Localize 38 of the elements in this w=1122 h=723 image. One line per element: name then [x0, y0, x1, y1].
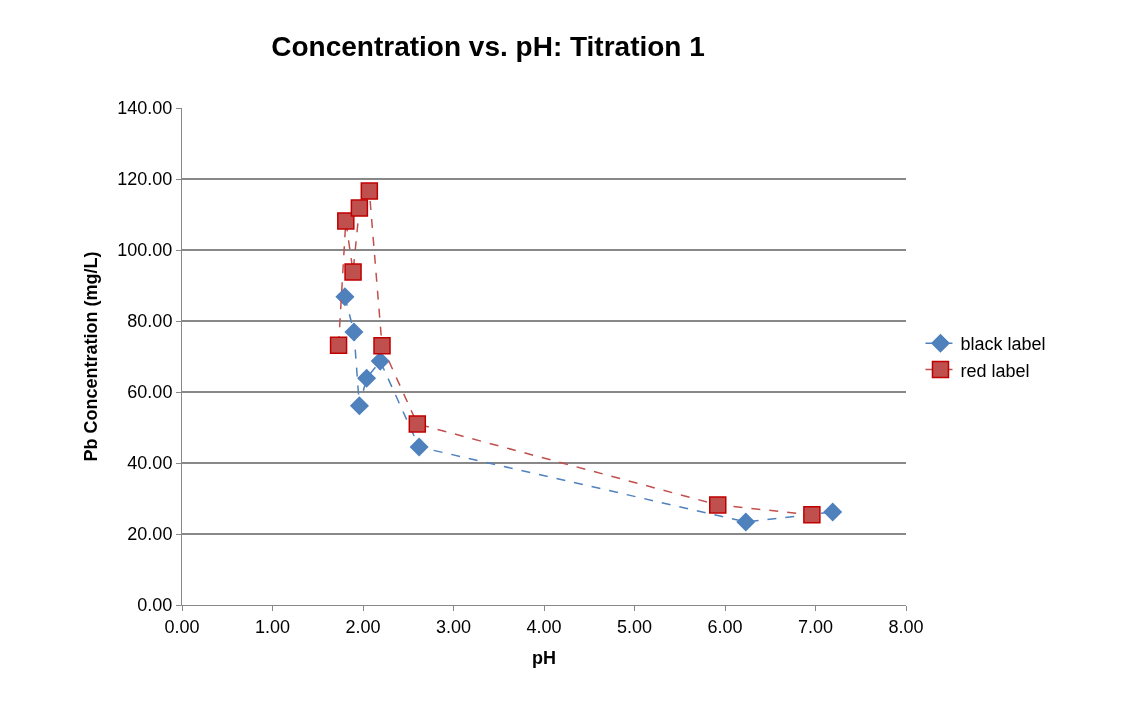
x-tick-label: 7.00 [797, 616, 834, 637]
point [335, 287, 355, 307]
point [344, 322, 364, 342]
point [329, 336, 348, 354]
x-tick-label: 0.00 [164, 616, 200, 637]
point [408, 415, 427, 433]
x-axis-title: pH [532, 647, 556, 668]
x-tick-label: 8.00 [888, 616, 924, 637]
point [803, 506, 821, 524]
x-tick-label: 1.00 [254, 616, 291, 637]
y-tick-label: 100.00 [117, 240, 173, 261]
y-tick-label: 20.00 [127, 524, 173, 545]
legend-label: black label [960, 334, 1046, 355]
y-tick-label: 80.00 [127, 311, 173, 332]
x-tick-label: 2.00 [345, 616, 381, 637]
y-tick-label: 140.00 [117, 98, 173, 119]
point [373, 337, 391, 355]
y-tick-label: 40.00 [127, 453, 173, 474]
y-axis-title: Pb Concentration (mg/L) [80, 251, 101, 462]
x-tick-label: 6.00 [707, 616, 743, 637]
x-tick-label: 5.00 [616, 616, 653, 637]
point [709, 496, 727, 514]
y-tick-label: 60.00 [127, 382, 173, 403]
chart-title: Concentration vs. pH: Titration 1 [271, 30, 705, 62]
point [337, 212, 355, 230]
y-tick-label: 0.00 [137, 595, 173, 616]
legend-label: red label [960, 360, 1030, 381]
point [357, 368, 376, 388]
point [350, 396, 369, 416]
point [360, 182, 379, 200]
point [350, 199, 369, 217]
point [736, 512, 756, 532]
point [344, 263, 362, 281]
x-tick-label: 3.00 [435, 616, 472, 637]
point [409, 437, 429, 457]
point [823, 502, 842, 522]
x-tick-label: 4.00 [526, 616, 562, 637]
y-tick-label: 120.00 [117, 169, 173, 190]
